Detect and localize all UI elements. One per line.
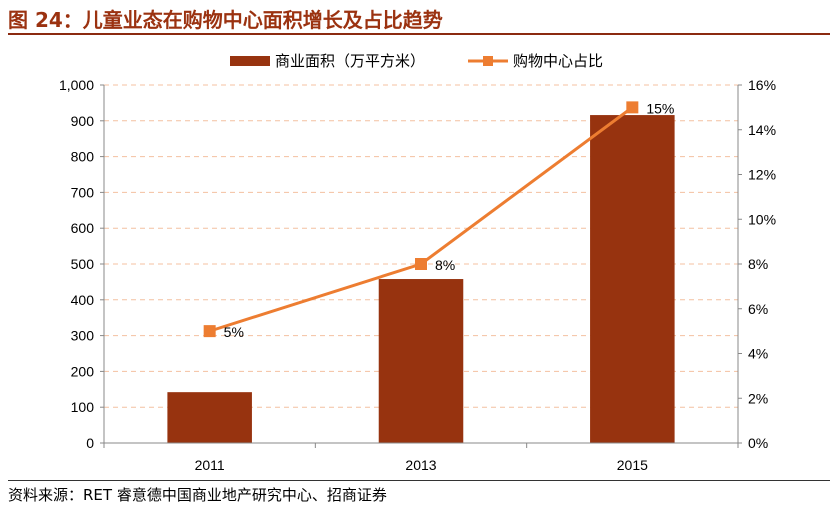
- right-axis-tick-label: 2%: [748, 390, 768, 406]
- x-axis-tick-label: 2015: [617, 457, 648, 473]
- legend-label-bar: 商业面积（万平方米）: [275, 53, 425, 70]
- left-axis-tick-label: 900: [71, 113, 95, 129]
- left-axis-tick-label: 600: [71, 220, 95, 236]
- left-axis-tick-label: 500: [71, 256, 95, 272]
- title-divider: [8, 33, 830, 35]
- left-axis-tick-label: 400: [71, 292, 95, 308]
- data-label: 8%: [435, 257, 455, 273]
- x-axis-tick-label: 2011: [195, 457, 225, 473]
- left-axis-tick-label: 700: [71, 184, 95, 200]
- right-axis-tick-label: 6%: [748, 301, 768, 317]
- bar-2015: [590, 115, 675, 444]
- footer-divider: [8, 480, 830, 481]
- x-axis-tick-label: 2013: [405, 457, 436, 473]
- bar-2013: [378, 279, 464, 443]
- right-axis-tick-label: 0%: [748, 435, 768, 451]
- left-axis-tick-label: 100: [71, 399, 95, 415]
- right-axis-tick-label: 14%: [748, 122, 776, 138]
- figure-title: 图 24：儿童业态在购物中心面积增长及占比趋势: [8, 8, 443, 32]
- left-axis-tick-label: 300: [71, 328, 95, 344]
- left-axis-tick-label: 0: [86, 435, 94, 451]
- left-axis-tick-label: 800: [71, 149, 95, 165]
- right-axis-tick-label: 10%: [748, 211, 776, 227]
- right-axis-tick-label: 12%: [748, 167, 776, 183]
- left-axis-tick-label: 200: [71, 363, 95, 379]
- right-axis-tick-label: 4%: [748, 346, 768, 362]
- legend-swatch-bar: [230, 56, 270, 66]
- data-label: 5%: [224, 324, 244, 340]
- data-label: 15%: [646, 100, 674, 116]
- line-marker-2013: [415, 258, 427, 270]
- line-marker-2015: [626, 101, 639, 114]
- legend-swatch-marker: [483, 56, 493, 66]
- right-axis-tick-label: 8%: [748, 256, 768, 272]
- left-axis-tick-label: 1,000: [59, 77, 94, 93]
- right-axis-tick-label: 16%: [748, 77, 776, 93]
- source-note: 资料来源：RET 睿意德中国商业地产研究中心、招商证券: [8, 486, 387, 504]
- chart-svg: 0 100 200 300 400 500 600 700 800 900 1,000 0% 2% 4% 6…: [59, 53, 776, 473]
- legend-label-line: 购物中心占比: [513, 53, 603, 70]
- bar-2011: [167, 392, 252, 443]
- line-marker-2011: [203, 325, 216, 338]
